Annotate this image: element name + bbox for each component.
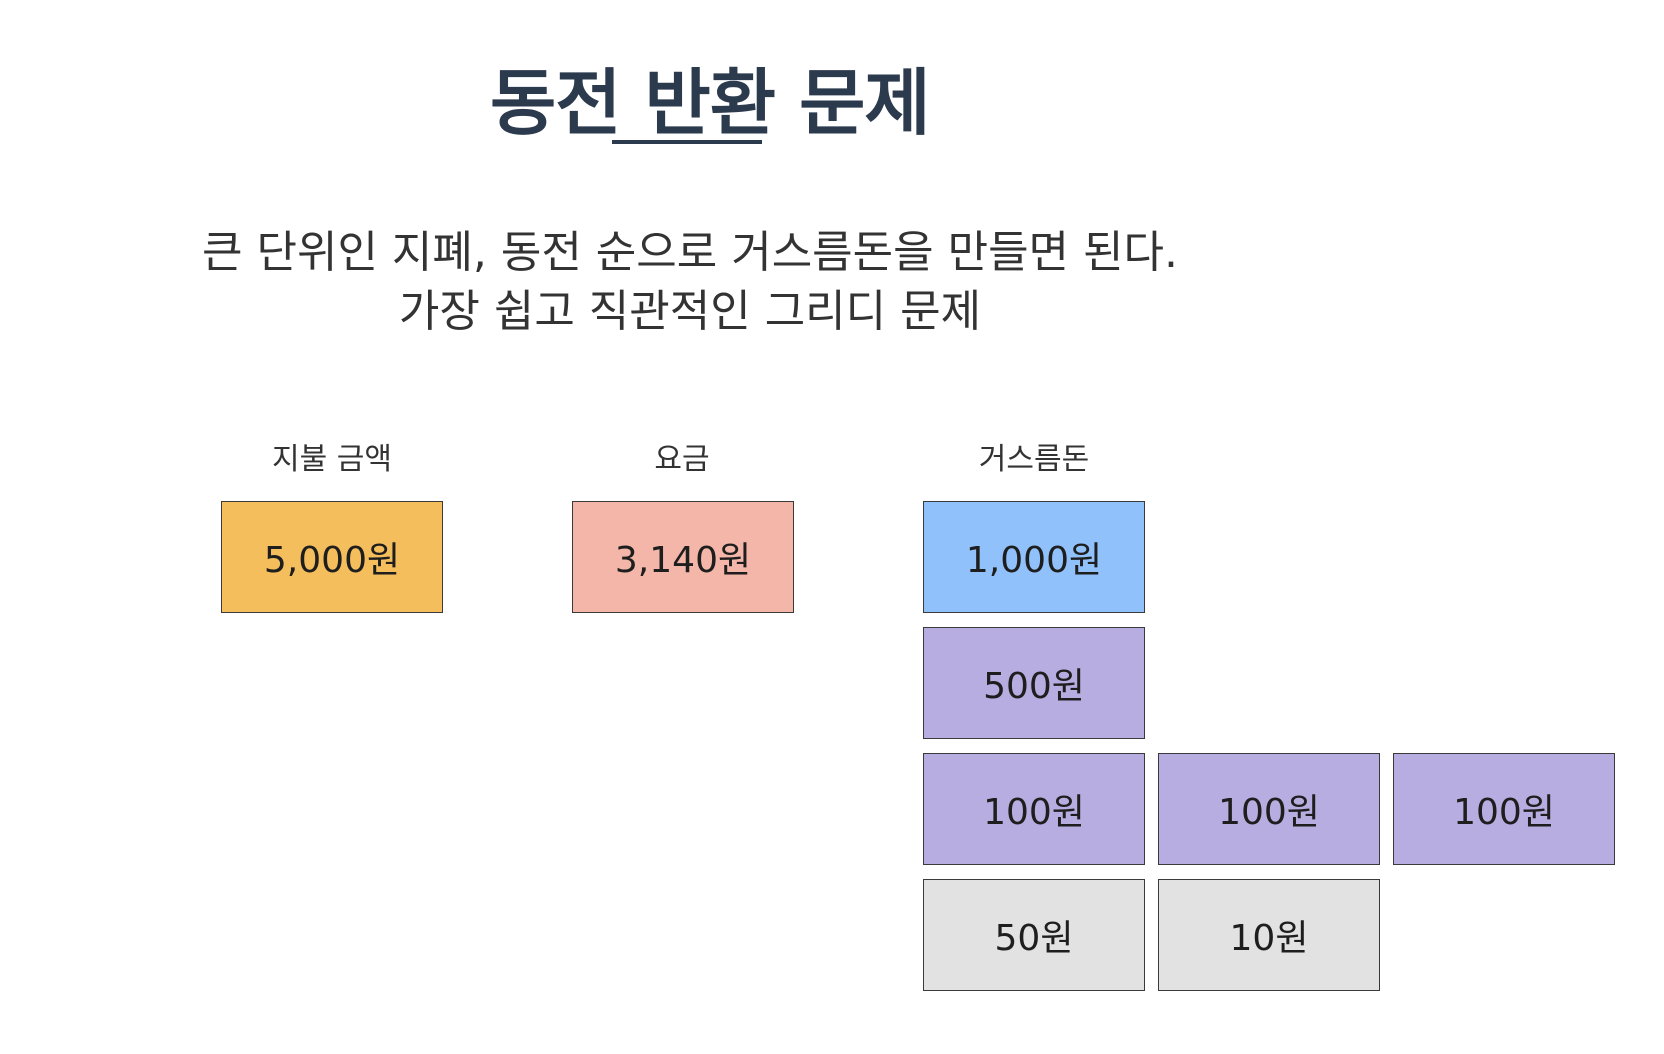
change-10-box: 10원 bbox=[1158, 879, 1380, 991]
fee-amount-box: 3,140원 bbox=[572, 501, 794, 613]
change-100-box: 100원 bbox=[1158, 753, 1380, 865]
title-underline bbox=[612, 140, 762, 144]
change-100-box: 100원 bbox=[1393, 753, 1615, 865]
change-50-box: 50원 bbox=[923, 879, 1145, 991]
change-500-box: 500원 bbox=[923, 627, 1145, 739]
payment-amount-box: 5,000원 bbox=[221, 501, 443, 613]
payment-label: 지불 금액 bbox=[272, 442, 392, 477]
change-1000-box: 1,000원 bbox=[923, 501, 1145, 613]
change-label: 거스름돈 bbox=[978, 442, 1090, 477]
page-title: 동전 반환 문제 bbox=[490, 61, 931, 145]
description-line-2: 가장 쉽고 직관적인 그리디 문제 bbox=[398, 286, 982, 337]
fee-label: 요금 bbox=[654, 442, 710, 477]
change-100-box: 100원 bbox=[923, 753, 1145, 865]
description-line-1: 큰 단위인 지폐, 동전 순으로 거스름돈을 만들면 된다. bbox=[202, 227, 1178, 278]
